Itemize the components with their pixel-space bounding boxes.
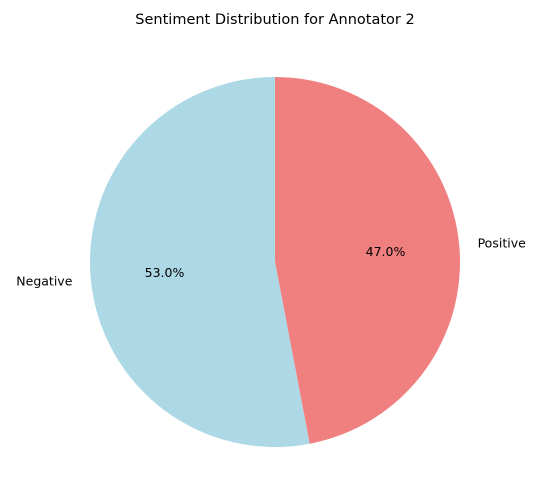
slice-label-negative: Negative [16,274,72,289]
pie-slice-negative [90,77,310,447]
pie-slice-positive [275,77,461,444]
slice-label-positive: Positive [478,235,526,250]
chart-title: Sentiment Distribution for Annotator 2 [135,12,414,28]
pie-labels: Positive 47.0% Negative 53.0% [16,235,526,288]
pct-label-negative: 53.0% [145,265,185,280]
pie-slices [90,77,461,447]
pct-label-positive: 47.0% [366,244,406,259]
